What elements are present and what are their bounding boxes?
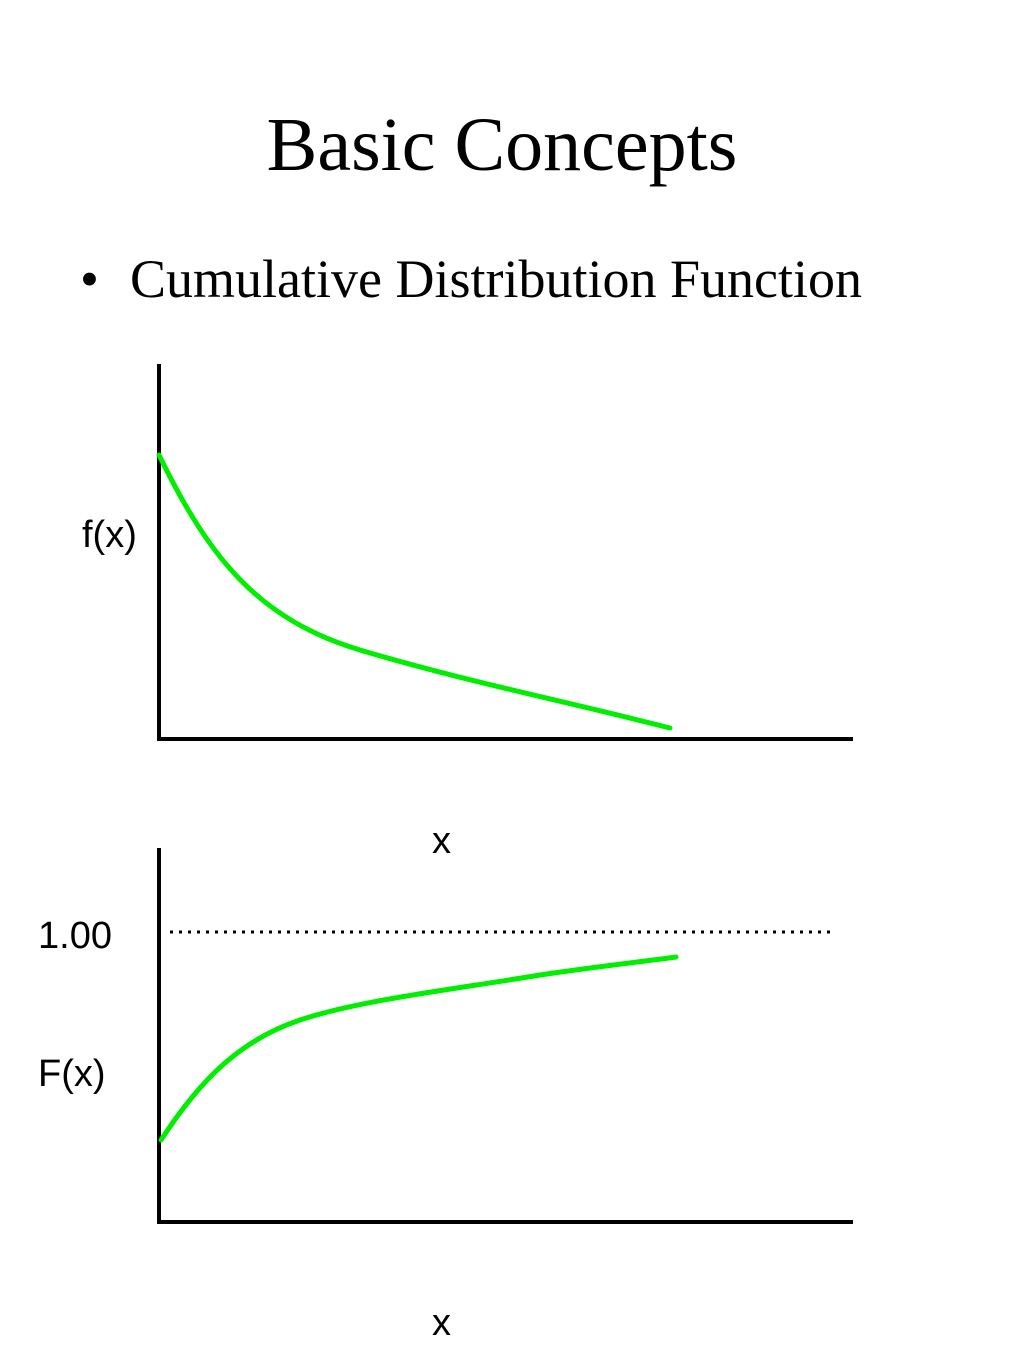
- cdf-reference-label: 1.00: [38, 915, 112, 957]
- pdf-plot: f(x) x: [82, 364, 853, 862]
- cdf-x-label: x: [432, 1302, 451, 1344]
- slide-title: Basic Concepts: [266, 103, 738, 187]
- bullet-item: • Cumulative Distribution Function: [80, 249, 862, 309]
- pdf-y-label: f(x): [82, 514, 137, 556]
- bullet-marker: •: [80, 249, 99, 309]
- bullet-text: Cumulative Distribution Function: [130, 249, 862, 309]
- pdf-x-label: x: [432, 820, 451, 862]
- pdf-curve: [156, 452, 673, 731]
- cdf-plot: 1.00 F(x) x: [38, 848, 853, 1344]
- cdf-curve: [158, 954, 679, 1143]
- cdf-y-label: F(x): [38, 1053, 106, 1095]
